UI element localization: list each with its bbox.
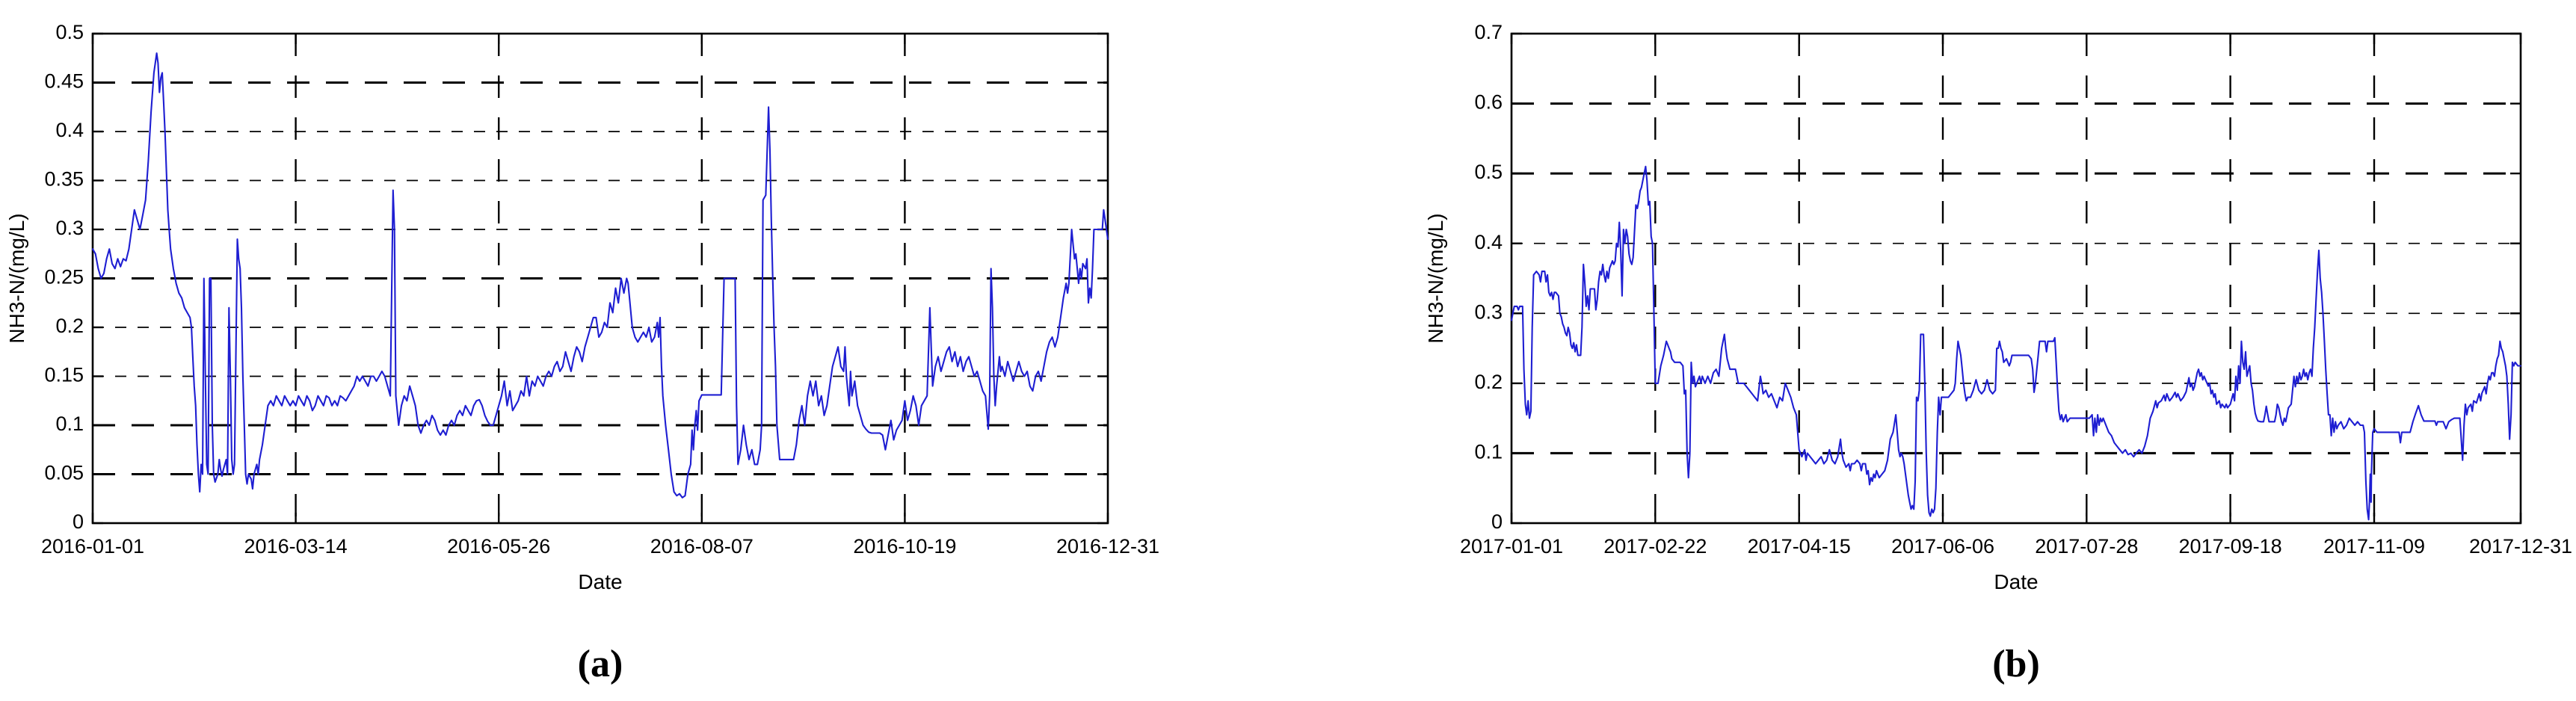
y-tick-label: 0.45 xyxy=(44,70,84,93)
chart-panel-b: 0 0.1 0.2 0.3 0.4 0.5 0.6 0.7 2017-01-01 2017-02-… xyxy=(1424,21,2572,685)
y-tick-label: 0.4 xyxy=(55,119,84,141)
y-tick-label: 0.7 xyxy=(1474,21,1503,43)
panel-caption-a: (a) xyxy=(578,643,623,685)
y-axis-label: NH3-N/(mg/L) xyxy=(5,213,28,343)
y-tick-label: 0.15 xyxy=(44,364,84,386)
y-tick-label: 0.6 xyxy=(1474,91,1503,114)
x-axis-label: Date xyxy=(1994,570,2038,593)
x-tick-label: 2016-01-01 xyxy=(41,535,144,558)
series-line-b xyxy=(1510,165,2522,521)
y-tick-label: 0 xyxy=(73,510,84,533)
tick-marks xyxy=(1510,32,2522,525)
x-tick-label: 2017-02-22 xyxy=(1603,535,1707,558)
y-axis-label: NH3-N/(mg/L) xyxy=(1424,213,1447,343)
y-tick-label: 0.5 xyxy=(1474,161,1503,183)
series-line-a xyxy=(91,52,1109,498)
y-tick-label: 0.1 xyxy=(55,413,84,435)
x-tick-label: 2016-12-31 xyxy=(1056,535,1159,558)
x-tick-label: 2017-12-31 xyxy=(2469,535,2572,558)
y-tick-label: 0.4 xyxy=(1474,231,1503,253)
y-tick-label: 0.05 xyxy=(44,462,84,484)
y-tick-label: 0.1 xyxy=(1474,441,1503,463)
y-tick-label: 0 xyxy=(1491,510,1503,533)
x-tick-label: 2016-08-07 xyxy=(650,535,754,558)
gridlines xyxy=(93,34,1108,523)
plot-border xyxy=(1510,32,2522,525)
x-tick-label: 2016-05-26 xyxy=(447,535,550,558)
x-axis-label: Date xyxy=(578,570,622,593)
panel-caption-b: (b) xyxy=(1992,643,2040,685)
x-tick-label: 2017-06-06 xyxy=(1891,535,1994,558)
y-tick-label: 0.25 xyxy=(44,266,84,288)
x-tick-label: 2017-09-18 xyxy=(2179,535,2282,558)
y-tick-label: 0.3 xyxy=(55,217,84,239)
x-tick-label: 2017-04-15 xyxy=(1748,535,1851,558)
gridlines xyxy=(1512,34,2521,523)
x-tick-label: 2017-11-09 xyxy=(2323,535,2425,558)
y-tick-label: 0.2 xyxy=(55,315,84,337)
x-tick-label: 2017-01-01 xyxy=(1460,535,1563,558)
y-tick-label: 0.35 xyxy=(44,168,84,191)
x-tick-label: 2017-07-28 xyxy=(2035,535,2138,558)
y-tick-label: 0.5 xyxy=(55,21,84,43)
x-tick-label: 2016-03-14 xyxy=(244,535,348,558)
y-tick-label: 0.2 xyxy=(1474,371,1503,393)
y-tick-label: 0.3 xyxy=(1474,300,1503,323)
chart-panel-a: 0 0.05 0.1 0.15 0.2 0.25 0.3 0.35 0.4 0.45 0.5 2016… xyxy=(5,21,1159,685)
x-tick-label: 2016-10-19 xyxy=(853,535,956,558)
